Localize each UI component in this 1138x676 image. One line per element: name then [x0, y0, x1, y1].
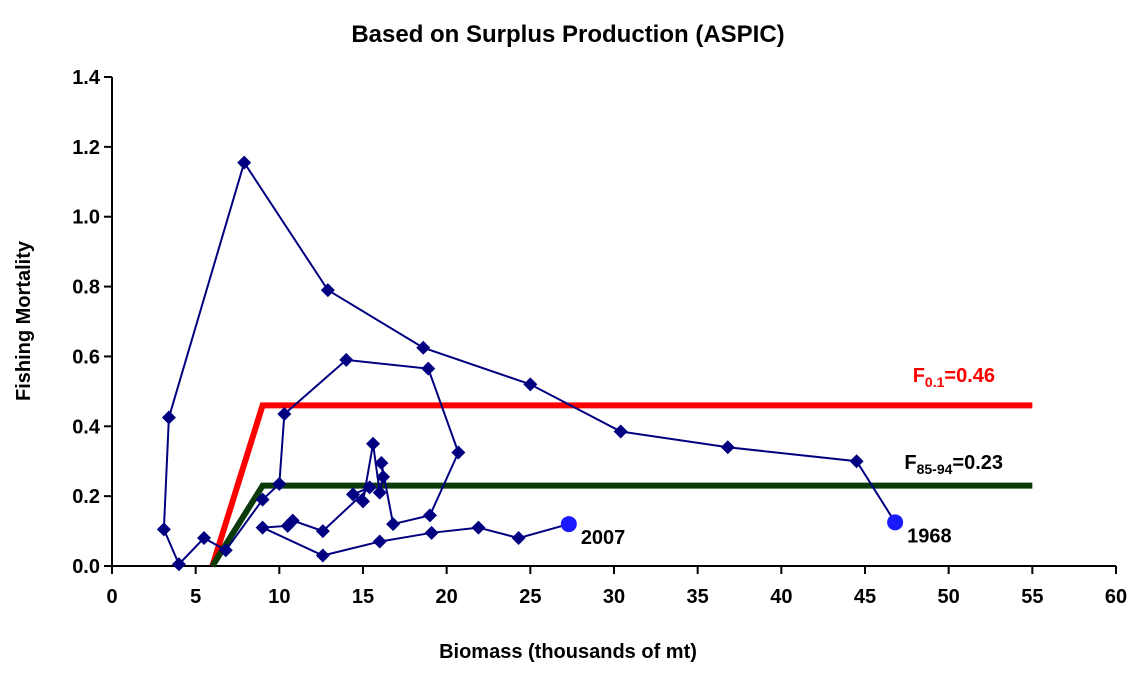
- point-marker: [356, 494, 370, 509]
- x-tick-label: 30: [603, 586, 625, 608]
- reference-label: F0.1=0.46: [913, 365, 995, 390]
- y-tick-label: 0.0: [72, 556, 100, 578]
- point-marker: [161, 410, 176, 425]
- x-tick-label: 15: [352, 586, 374, 608]
- point-marker: [345, 487, 360, 502]
- point-marker: [362, 480, 377, 495]
- point-marker: [315, 548, 330, 563]
- point-marker: [156, 522, 171, 537]
- y-tick-label: 1.4: [72, 67, 101, 89]
- point-marker: [339, 352, 354, 367]
- point-marker: [277, 407, 292, 422]
- x-tick-label: 55: [1021, 586, 1043, 608]
- reference-label-part: 85-94: [917, 461, 953, 477]
- point-marker: [272, 476, 287, 491]
- point-marker: [237, 155, 252, 170]
- point-marker: [613, 424, 628, 439]
- point-marker: [255, 492, 270, 507]
- point-marker: [171, 557, 186, 572]
- x-tick-label: 20: [436, 586, 458, 608]
- point-marker: [523, 377, 538, 392]
- point-marker: [720, 440, 735, 455]
- reference-label: F85-94=0.23: [904, 452, 1003, 477]
- point-marker: [315, 524, 330, 539]
- chart-title: Based on Surplus Production (ASPIC): [351, 21, 784, 48]
- reference-line: [209, 402, 1033, 567]
- y-axis-label: Fishing Mortality: [13, 240, 35, 401]
- x-tick-label: 60: [1105, 586, 1127, 608]
- point-marker: [372, 534, 387, 549]
- y-tick-label: 0.2: [72, 486, 100, 508]
- x-tick-label: 35: [687, 586, 709, 608]
- y-tick-label: 0.4: [72, 416, 101, 438]
- point-marker: [374, 455, 389, 470]
- endpoint-marker: [887, 514, 904, 531]
- reference-label-part: 0.1: [925, 374, 945, 390]
- point-marker: [255, 520, 270, 535]
- point-marker: [424, 525, 439, 540]
- point-marker: [416, 340, 431, 355]
- reference-label-part: F: [904, 452, 916, 474]
- point-marker: [280, 518, 295, 533]
- point-marker: [197, 531, 212, 546]
- point-marker: [372, 485, 387, 500]
- point-marker: [386, 517, 401, 532]
- x-tick-label: 25: [519, 586, 541, 608]
- reference-label-part: F: [913, 365, 925, 387]
- point-marker: [376, 469, 391, 484]
- point-label: 1968: [907, 525, 952, 547]
- x-axis-label: Biomass (thousands of mt): [439, 641, 697, 663]
- reference-label-part: =0.23: [952, 452, 1003, 474]
- point-label: 2007: [581, 527, 626, 549]
- x-tick-label: 45: [854, 586, 876, 608]
- point-marker: [421, 361, 436, 376]
- reference-line: [209, 482, 1033, 568]
- y-tick-label: 0.8: [72, 277, 100, 299]
- x-tick-label: 10: [268, 586, 290, 608]
- reference-label-part: =0.46: [944, 365, 995, 387]
- x-tick-label: 5: [190, 586, 201, 608]
- point-marker: [366, 436, 381, 451]
- y-tick-label: 0.6: [72, 346, 100, 368]
- endpoint-marker: [560, 516, 577, 533]
- x-tick-label: 0: [106, 586, 117, 608]
- y-tick-label: 1.0: [72, 207, 100, 229]
- x-tick-label: 50: [938, 586, 960, 608]
- point-marker: [849, 454, 864, 469]
- point-marker: [320, 283, 335, 298]
- point-marker: [471, 520, 486, 535]
- point-marker: [422, 508, 437, 523]
- y-tick-label: 1.2: [72, 137, 100, 159]
- trajectory-line: [162, 160, 896, 567]
- point-marker: [451, 445, 466, 460]
- x-tick-label: 40: [770, 586, 792, 608]
- point-marker: [511, 531, 526, 546]
- point-marker: [218, 543, 233, 558]
